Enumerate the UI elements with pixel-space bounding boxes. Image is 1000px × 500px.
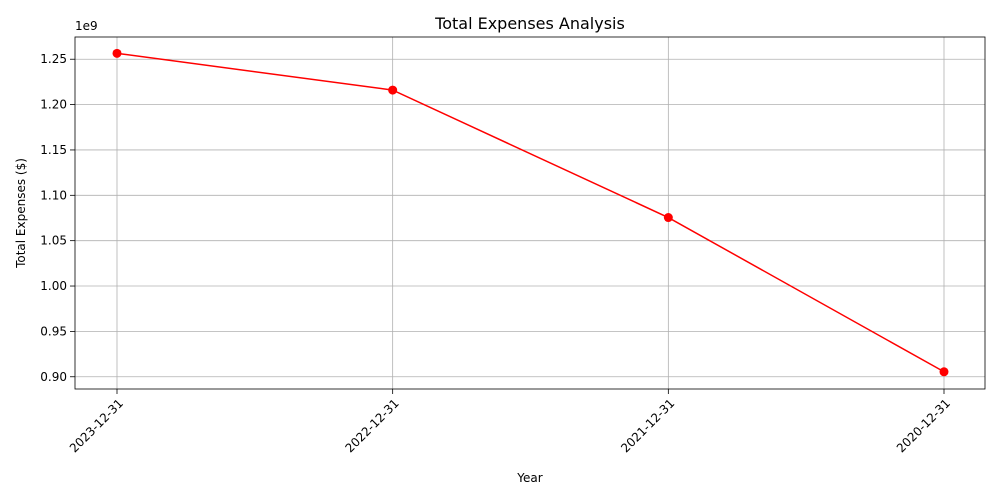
plot-frame: [74, 36, 986, 390]
y-tick-label: 1.15: [40, 143, 67, 157]
data-point: [939, 367, 949, 377]
x-axis-label: Year: [516, 471, 542, 485]
data-point: [388, 85, 398, 95]
y-tick-label: 1.20: [40, 98, 67, 112]
y-axis-label: Total Expenses ($): [14, 158, 28, 269]
y-tick-label: 1.10: [40, 188, 67, 202]
y-axis-offset-label: 1e9: [75, 19, 98, 33]
y-tick-label: 1.25: [40, 52, 67, 66]
y-tick-label: 1.05: [40, 234, 67, 248]
series-layer: [112, 48, 949, 377]
series-line: [116, 52, 945, 373]
data-point: [663, 213, 673, 223]
chart-title: Total Expenses Analysis: [434, 14, 625, 33]
y-tick-label: 1.00: [40, 279, 67, 293]
y-tick-label: 0.95: [40, 324, 67, 338]
data-point: [112, 48, 122, 58]
grid: [75, 37, 985, 389]
y-tick-label: 0.90: [40, 370, 67, 384]
axes: [74, 36, 986, 390]
